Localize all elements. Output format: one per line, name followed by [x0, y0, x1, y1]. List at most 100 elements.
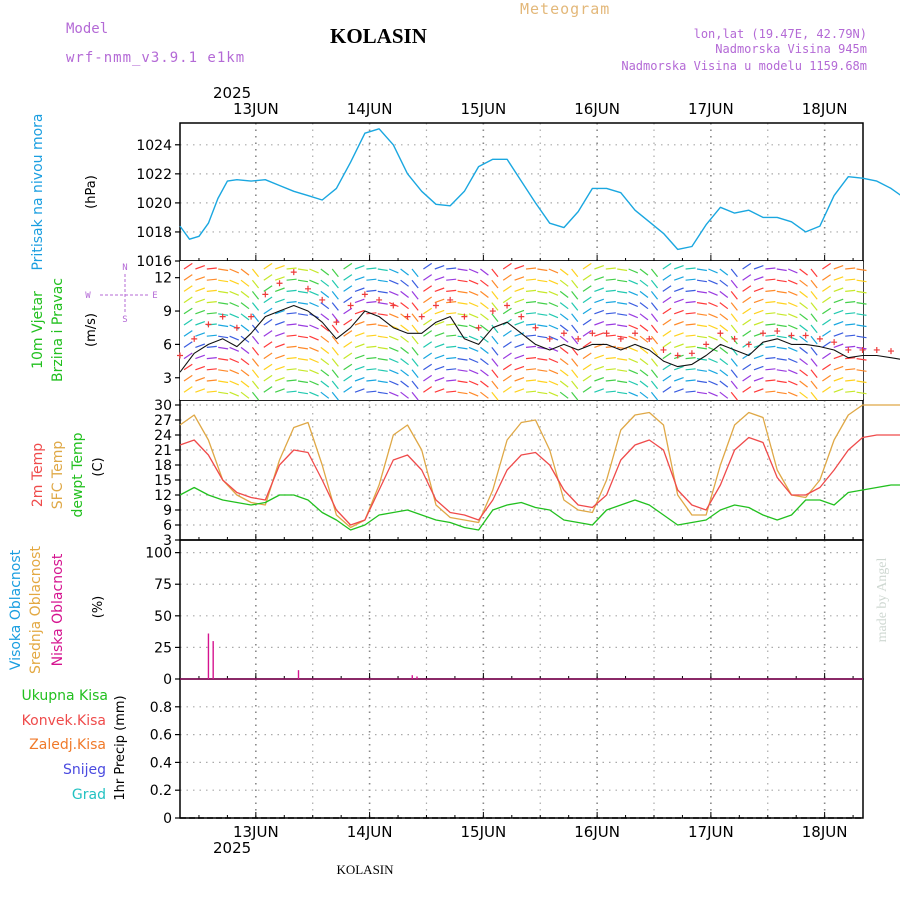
- gust-mark: [191, 335, 198, 342]
- wind-barb: [514, 377, 525, 382]
- wind-barb: [366, 357, 377, 360]
- wind-barb: [856, 302, 867, 305]
- wind-barb: [400, 302, 409, 310]
- wind-barb: [662, 307, 672, 315]
- wind-barb: [366, 289, 377, 292]
- wind-barb: [537, 380, 548, 384]
- wind-barb: [297, 290, 308, 294]
- wind-barb: [434, 343, 445, 348]
- wind-barb: [662, 352, 672, 360]
- wind-barb: [525, 289, 537, 292]
- wind-barb: [719, 358, 729, 366]
- wind-barb: [218, 391, 229, 395]
- wind-barb: [263, 363, 273, 371]
- wind-barb: [320, 279, 330, 287]
- wind-barb: [845, 379, 856, 382]
- wind-barb: [388, 391, 399, 397]
- wind-barb: [388, 369, 399, 375]
- y-tick-label: 75: [154, 577, 172, 593]
- wind-barb: [480, 380, 489, 388]
- wind-unit: (m/s): [84, 313, 99, 347]
- wind-barb: [320, 346, 330, 354]
- wind-barb: [195, 287, 206, 292]
- wind-barb: [354, 287, 365, 292]
- wind-barb: [776, 268, 787, 272]
- wind-barb: [719, 302, 729, 310]
- wind-barb: [787, 302, 798, 308]
- wind-barb: [354, 354, 365, 360]
- gust-mark: [788, 332, 795, 339]
- wind-barbs: [180, 261, 867, 401]
- wind-barb: [377, 290, 388, 294]
- wind-barb: [708, 324, 718, 330]
- y-tick-label: 25: [154, 640, 172, 656]
- wind-barb: [776, 324, 787, 328]
- wind-barb: [423, 352, 433, 360]
- wind-barb: [787, 313, 798, 319]
- wind-barb: [411, 380, 419, 390]
- wind-barb: [559, 279, 569, 287]
- wind-barb: [708, 358, 718, 364]
- wind-barb: [446, 368, 457, 371]
- wind-barb: [457, 335, 468, 339]
- wind-barb: [776, 358, 787, 361]
- wind-barb: [468, 302, 479, 308]
- wind-barb: [776, 346, 787, 350]
- wind-barb: [765, 267, 776, 270]
- wind-barb: [229, 391, 240, 397]
- wind-barb: [810, 268, 818, 278]
- wind-barb: [263, 296, 273, 304]
- wind-barb: [582, 285, 592, 292]
- wind-barb: [845, 345, 856, 348]
- wind-barb: [719, 290, 729, 298]
- wind-barb: [662, 386, 672, 393]
- wind-barb: [742, 307, 752, 315]
- wind-barb: [195, 276, 206, 281]
- wind-barb: [525, 379, 537, 382]
- wind-barb: [685, 345, 696, 348]
- wind-barb: [845, 289, 856, 292]
- wind-barb: [309, 290, 319, 296]
- year-top: 2025: [213, 84, 251, 102]
- wind-barb: [434, 377, 445, 382]
- wind-barb: [548, 313, 559, 319]
- wind-barb: [696, 346, 707, 350]
- wind-barb: [411, 369, 419, 378]
- wind-barb: [753, 287, 764, 292]
- wind-barb: [218, 290, 229, 294]
- wind-barb: [776, 380, 787, 384]
- wind-barb: [502, 296, 512, 304]
- wind-barb: [366, 323, 377, 326]
- wind-barb: [502, 307, 512, 315]
- wind-barb: [776, 335, 787, 339]
- wind-barb: [274, 276, 285, 281]
- wind-barb: [263, 330, 273, 337]
- wind-barb: [218, 268, 229, 272]
- wind-barb: [833, 276, 844, 281]
- wind-barb: [810, 391, 818, 401]
- wind-barb: [491, 291, 499, 300]
- wind-barb: [423, 330, 433, 337]
- wind-barb: [206, 334, 217, 337]
- wind-barb: [559, 290, 569, 298]
- wind-barb: [639, 302, 649, 310]
- wind-barb: [742, 363, 752, 371]
- wind-barb: [525, 323, 537, 326]
- wind-barb: [548, 290, 559, 296]
- wind-barb: [559, 302, 569, 310]
- wind-barb: [195, 309, 206, 315]
- wind-barb: [309, 380, 319, 386]
- wind-barb: [240, 358, 250, 366]
- wind-barb: [240, 290, 250, 298]
- wind-barb: [388, 358, 399, 364]
- wind-barb: [297, 279, 308, 283]
- precip-frame: [179, 678, 864, 819]
- gust-mark: [432, 302, 439, 309]
- wind-barb: [856, 335, 867, 339]
- wind-barb: [297, 391, 308, 395]
- wind-barb: [685, 267, 696, 270]
- wind-barb: [457, 290, 468, 294]
- gust-mark: [816, 335, 823, 342]
- wind-barb: [548, 391, 559, 397]
- wind-barb: [297, 358, 308, 361]
